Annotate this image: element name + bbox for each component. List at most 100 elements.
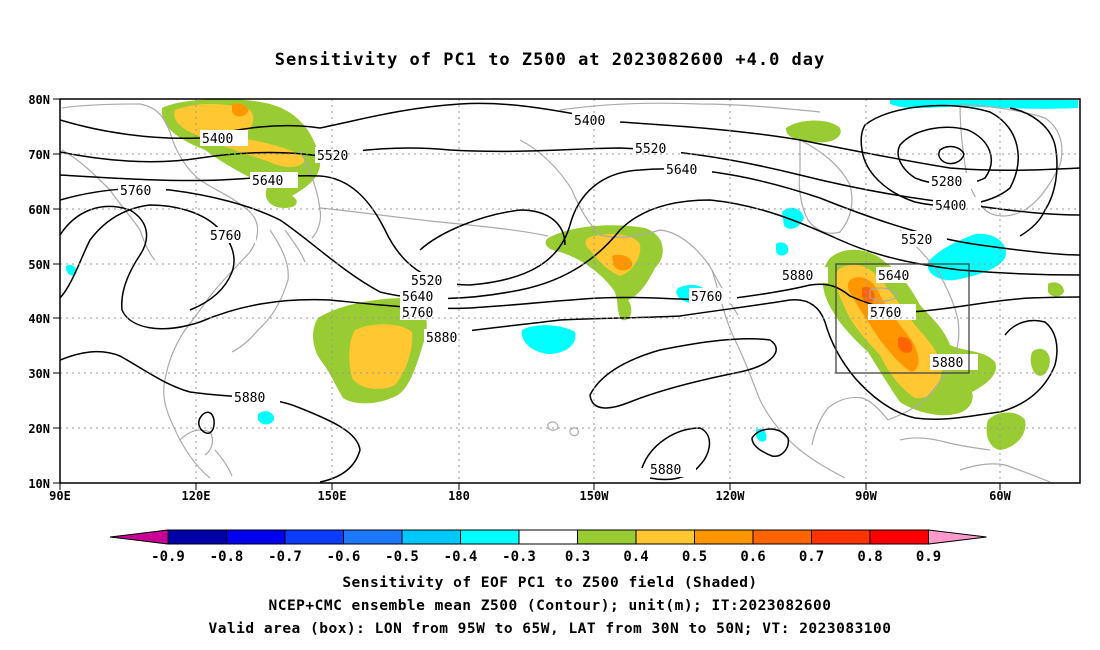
positive-sensitivity-region: [1048, 282, 1064, 297]
contour-label: 5400: [574, 114, 605, 129]
contour-line: [641, 427, 711, 481]
plot-title: Sensitivity of PC1 to Z500 at 2023082600…: [274, 50, 826, 70]
colorbar-swatch: [343, 529, 403, 545]
positive-sensitivity-region: [612, 254, 633, 271]
colorbar-label: -0.6: [327, 549, 361, 565]
lon-label: 90W: [855, 489, 877, 503]
contour-label: 5760: [120, 184, 151, 199]
lat-label: 80N: [28, 93, 50, 107]
contour-label: 5760: [402, 306, 433, 321]
colorbar-label: -0.4: [444, 549, 478, 565]
colorbar-label: -0.7: [268, 549, 302, 565]
lon-label: 60W: [989, 489, 1011, 503]
contour-label: 5400: [935, 199, 966, 214]
colorbar-label: -0.5: [385, 549, 419, 565]
lat-label: 20N: [28, 422, 50, 436]
lon-label: 150W: [580, 489, 610, 503]
contour-line: [938, 145, 965, 165]
lat-label: 30N: [28, 367, 50, 381]
lat-label: 70N: [28, 148, 50, 162]
contour-line: [860, 104, 1019, 207]
contour-label: 5880: [932, 356, 963, 371]
caption-line-2: NCEP+CMC ensemble mean Z500 (Contour); u…: [268, 598, 832, 614]
colorbar-swatch: [226, 529, 286, 545]
contour-line: [429, 299, 1001, 420]
colorbar-label: 0.6: [740, 549, 765, 565]
colorbar-swatch: [401, 529, 461, 545]
colorbar-label: -0.8: [210, 549, 244, 565]
positive-sensitivity-region: [898, 336, 913, 353]
contour-label: 5640: [252, 174, 283, 189]
contour-line: [198, 411, 215, 434]
contour-label: 5520: [411, 274, 442, 289]
colorbar-end-high: [928, 529, 987, 545]
latitude-labels: 80N 70N 60N 50N 40N 30N 20N 10N: [28, 93, 50, 491]
coastlines: [61, 102, 1063, 483]
contour-label: 5520: [635, 142, 666, 157]
lat-label: 60N: [28, 203, 50, 217]
colorbar-label: -0.9: [151, 549, 185, 565]
lon-label: 120E: [182, 489, 211, 503]
contour-label: 5640: [666, 163, 697, 178]
colorbar-swatch: [167, 529, 227, 545]
negative-sensitivity-region: [782, 207, 804, 229]
lat-label: 40N: [28, 312, 50, 326]
negative-sensitivity-region: [776, 242, 789, 256]
colorbar-swatch: [460, 529, 520, 545]
lon-label: 120W: [716, 489, 746, 503]
contour-line: [419, 209, 566, 251]
contour-label: 5880: [782, 269, 813, 284]
contour-label: 5760: [691, 290, 722, 305]
caption-line-3: Valid area (box): LON from 95W to 65W, L…: [208, 621, 892, 637]
colorbar-swatch: [752, 529, 812, 545]
contour-label: 5400: [202, 132, 233, 147]
negative-sensitivity-region: [890, 100, 1078, 109]
positive-sensitivity-region: [986, 412, 1026, 450]
positive-sensitivity-region: [232, 103, 249, 117]
contour-labels: 5400 5520 5640 5760 5760 5400 5520 5640 …: [118, 112, 981, 478]
contour-label: 5880: [426, 331, 457, 346]
contour-label: 5280: [931, 175, 962, 190]
colorbar: -0.9 -0.8 -0.7 -0.6 -0.5 -0.4 -0.3 0.3 0.4 0.5 0.6…: [109, 529, 987, 565]
colorbar-label: 0.7: [799, 549, 824, 565]
colorbar-label: 0.3: [565, 549, 590, 565]
colorbar-swatch: [635, 529, 695, 545]
contour-label: 5520: [901, 233, 932, 248]
lat-label: 10N: [28, 477, 50, 491]
colorbar-label: 0.9: [916, 549, 941, 565]
tick-marks: [53, 98, 1001, 490]
colorbar-swatch: [284, 529, 344, 545]
gridlines: [60, 99, 1080, 483]
colorbar-swatch: [811, 529, 871, 545]
positive-sensitivity-region: [1030, 348, 1050, 376]
contour-line: [999, 319, 1058, 413]
longitude-labels: 90E 120E 150E 180 150W 120W 90W 60W: [49, 489, 1011, 503]
negative-sensitivity-region: [521, 325, 576, 354]
colorbar-swatch: [577, 529, 637, 545]
contour-line: [60, 204, 235, 311]
contour-line: [897, 126, 993, 186]
contour-line: [60, 187, 1080, 300]
contour-label: 5640: [878, 269, 909, 284]
lat-label: 50N: [28, 258, 50, 272]
caption-line-1: Sensitivity of EOF PC1 to Z500 field (Sh…: [342, 575, 758, 591]
contour-label: 5520: [317, 149, 348, 164]
contour-label: 5880: [650, 463, 681, 478]
map-border: [59, 98, 1081, 484]
contour-label: 5760: [870, 306, 901, 321]
contour-line: [751, 428, 790, 457]
colorbar-label: 0.4: [623, 549, 648, 565]
colorbar-label: 0.8: [857, 549, 882, 565]
contour-label: 5880: [234, 391, 265, 406]
colorbar-label: 0.5: [682, 549, 707, 565]
colorbar-swatch: [694, 529, 754, 545]
colorbar-swatch: [869, 529, 929, 545]
colorbar-swatch: [518, 529, 578, 545]
contour-line: [589, 338, 777, 409]
colorbar-label: -0.3: [502, 549, 536, 565]
positive-sensitivity-region: [785, 120, 841, 143]
negative-sensitivity-region: [66, 264, 77, 276]
negative-sensitivity-region: [258, 411, 275, 425]
lon-label: 180: [448, 489, 470, 503]
